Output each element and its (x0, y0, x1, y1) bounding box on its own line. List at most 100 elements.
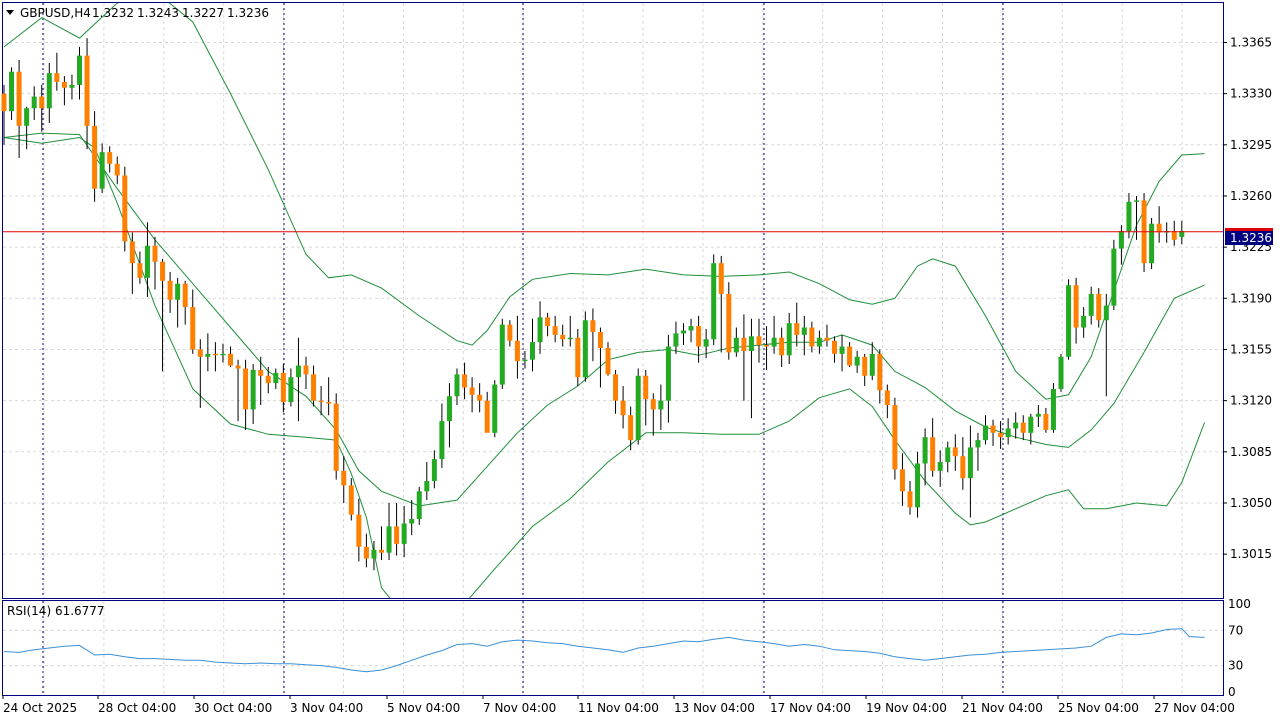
rsi-panel[interactable] (2, 600, 1224, 696)
price-tick-label: 1.3050 (1230, 496, 1272, 510)
candle-bear (643, 375, 649, 400)
candle-bear (877, 353, 883, 391)
candle-bull (530, 342, 535, 360)
candle-bear (809, 327, 815, 347)
candle-bull (144, 245, 150, 278)
candle-bull (688, 326, 694, 331)
time-tick-label: 28 Oct 04:00 (98, 701, 176, 715)
candle-bear (560, 334, 566, 340)
candle-bear (726, 293, 732, 353)
rsi-tick-label: 30 (1228, 659, 1243, 673)
candle-bull (1035, 413, 1041, 417)
time-tick-label: 24 Oct 2025 (3, 701, 77, 715)
candle-bear (824, 337, 830, 341)
candle-bull (24, 108, 30, 126)
candle-bull (748, 336, 754, 351)
candle-bull (250, 369, 256, 410)
candle-bear (756, 336, 762, 346)
candle-bear (258, 369, 264, 376)
candle-bear (613, 374, 619, 401)
candle-bear (628, 415, 634, 441)
candle-bear (54, 73, 60, 82)
rsi-line-path (3, 628, 1205, 673)
candle-bear (764, 345, 770, 347)
candle-bull (273, 372, 279, 384)
candle-bear (129, 241, 135, 264)
candle-bull (1179, 231, 1185, 237)
candle-bull (409, 519, 415, 524)
time-tick-label: 21 Nov 04:00 (962, 701, 1043, 715)
candle-bear (265, 375, 271, 384)
candle-bear (514, 340, 520, 362)
candle-bull (703, 339, 709, 347)
candle-bull (801, 327, 807, 335)
candle-bull (1111, 248, 1117, 306)
candle-bull (492, 384, 498, 433)
time-tick-label: 7 Nov 04:00 (483, 701, 556, 715)
candle-bull (1066, 285, 1072, 357)
candle-bear (394, 526, 400, 544)
ohlc-close: 1.3236 (227, 6, 269, 20)
candle-bear (620, 400, 626, 416)
candle-bear (650, 399, 656, 410)
candle-bear (243, 368, 249, 410)
candle-bear (862, 356, 868, 376)
candle-bear (1073, 285, 1079, 328)
candle-bear (741, 337, 747, 351)
ohlc-low: 1.3227 (182, 6, 224, 20)
candle-bull (582, 320, 588, 378)
collapse-triangle-icon[interactable] (6, 10, 14, 15)
candle-bull (220, 353, 226, 356)
price-tick-label: 1.3260 (1230, 189, 1272, 203)
candle-bull (945, 447, 951, 463)
candle-bear (477, 394, 483, 401)
time-tick-label: 17 Nov 04:00 (770, 701, 851, 715)
candle-bull (1013, 422, 1019, 429)
candle-bull (31, 96, 37, 109)
candle-bull (454, 374, 460, 397)
time-tick-label: 27 Nov 04:00 (1154, 701, 1235, 715)
candle-bear (930, 437, 936, 471)
price-panel[interactable] (2, 2, 1224, 599)
price-tick-label: 1.3190 (1230, 291, 1272, 305)
candle-bull (771, 337, 777, 347)
time-tick-label: 30 Oct 04:00 (194, 701, 272, 715)
price-axis: 1.33651.33301.32951.32601.32251.31901.31… (1223, 35, 1272, 561)
ohlc-open: 1.3232 (92, 6, 134, 20)
candle-bear (1043, 413, 1049, 430)
candle-bull (816, 337, 822, 347)
candle-bull (1134, 200, 1139, 202)
candle-bull (431, 459, 437, 482)
candle-bear (1156, 223, 1162, 233)
candle-bear (960, 456, 966, 479)
candle-bull (983, 425, 988, 441)
time-tick-label: 25 Nov 04:00 (1058, 701, 1139, 715)
candle-bull (937, 462, 943, 471)
candle-bull (69, 84, 75, 88)
candle-bull (522, 359, 528, 362)
candle-bear (597, 331, 603, 349)
candle-bear (832, 340, 837, 354)
candle-bear (84, 55, 90, 126)
candle-bull (635, 375, 641, 441)
candle-bear (696, 326, 702, 347)
candle-bull (288, 377, 294, 403)
chart-header: GBPUSD,H4 1.3232 1.3243 1.3227 1.3236 (6, 6, 269, 20)
candle-bear (998, 432, 1004, 438)
candle-bull (733, 337, 739, 353)
price-tick-label: 1.3155 (1230, 342, 1272, 356)
candle-bear (907, 491, 913, 508)
price-tick-label: 1.3295 (1230, 138, 1272, 152)
candle-bear (39, 96, 45, 109)
candle-bear (235, 365, 241, 369)
price-tick-label: 1.3330 (1230, 87, 1272, 101)
candle-bear (590, 320, 596, 332)
candle-bear (333, 403, 339, 471)
candle-bear (137, 263, 143, 278)
candle-bear (379, 549, 384, 553)
candle-bull (922, 437, 928, 464)
candle-bull (499, 324, 505, 385)
candle-bear (114, 163, 120, 176)
grid (3, 3, 1223, 695)
